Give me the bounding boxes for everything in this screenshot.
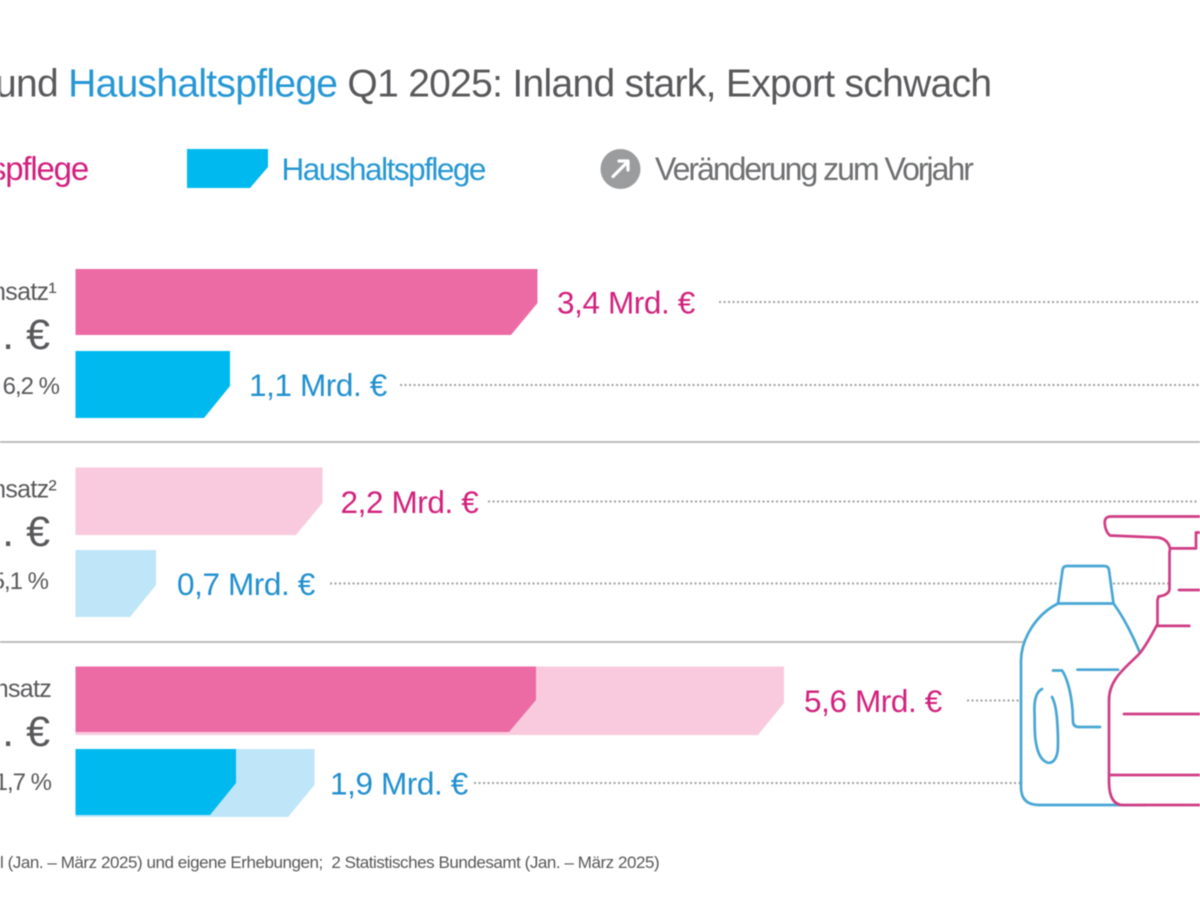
- svg-text:Haushaltspflege: Haushaltspflege: [282, 151, 486, 187]
- svg-text:Auslandsumsatz²: Auslandsumsatz²: [0, 476, 56, 504]
- svg-text:+ 6,2 %: + 6,2 %: [0, 373, 60, 400]
- svg-text:2,9 Mrd. €: 2,9 Mrd. €: [0, 508, 50, 556]
- svg-text:1,9 Mrd. €: 1,9 Mrd. €: [330, 766, 469, 802]
- svg-text:1,1 Mrd. €: 1,1 Mrd. €: [249, 367, 388, 403]
- svg-text:Schönheitspflege: Schönheitspflege: [0, 150, 88, 187]
- svg-text:7,3 Mrd. €: 7,3 Mrd. €: [0, 708, 50, 756]
- svg-text:4,4 Mrd. €: 4,4 Mrd. €: [0, 311, 50, 359]
- svg-text:+ 1,7 %: + 1,7 %: [0, 769, 52, 796]
- svg-text:5,6 Mrd. €: 5,6 Mrd. €: [804, 683, 943, 719]
- svg-text:− 5,1 %: − 5,1 %: [0, 568, 49, 595]
- svg-text:l (Jan. – März 2025) und eigen: l (Jan. – März 2025) und eigene Erhebung…: [0, 853, 659, 872]
- svg-text:0,7 Mrd. €: 0,7 Mrd. €: [177, 566, 316, 602]
- svg-text:Gesamtumsatz: Gesamtumsatz: [0, 675, 51, 703]
- svg-text:2,2 Mrd. €: 2,2 Mrd. €: [341, 484, 480, 520]
- svg-text:Inlandsumsatz¹: Inlandsumsatz¹: [0, 278, 56, 306]
- svg-text:3,4 Mrd. €: 3,4 Mrd. €: [557, 285, 696, 321]
- svg-text:und Haushaltspflege Q1 2025: I: und Haushaltspflege Q1 2025: Inland star…: [0, 63, 991, 106]
- svg-text:Veränderung zum Vorjahr: Veränderung zum Vorjahr: [655, 151, 974, 187]
